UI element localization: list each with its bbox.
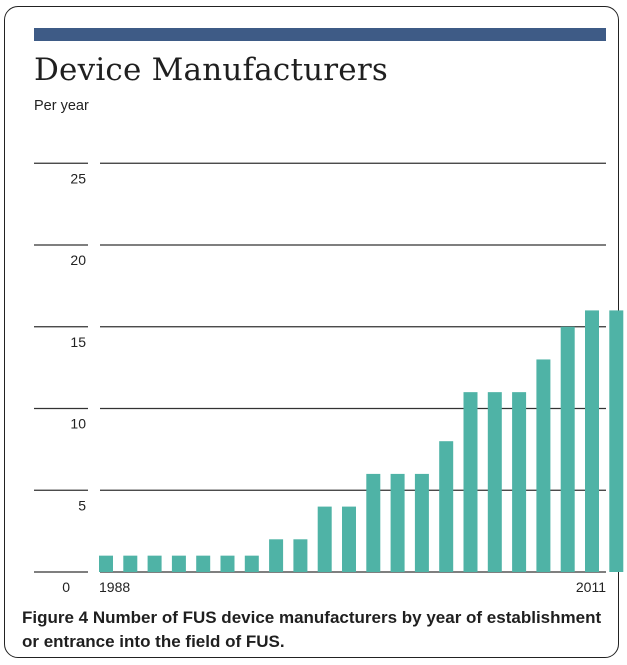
bar: [99, 555, 113, 572]
bar: [317, 506, 332, 572]
y-tick-label: 10: [70, 416, 86, 432]
figure-caption: Figure 4 Number of FUS device manufactur…: [22, 606, 612, 654]
y-tick-label: 5: [78, 497, 86, 513]
bar: [220, 555, 235, 572]
y-tick-label: 0: [62, 579, 70, 595]
y-tick-label: 15: [70, 334, 86, 350]
bar: [609, 310, 624, 572]
caption-label: Figure 4: [22, 608, 89, 627]
bar: [366, 473, 381, 572]
bar: [512, 392, 527, 572]
bar: [171, 555, 186, 572]
x-tick-label: 2011: [576, 579, 606, 595]
bar: [414, 473, 429, 572]
y-tick-label: 20: [70, 252, 86, 268]
bar: [123, 555, 138, 572]
bar: [536, 359, 551, 572]
bar: [269, 539, 284, 572]
bar: [196, 555, 211, 572]
bar-chart: 0 5 10 15 20 25 1988 2011: [34, 162, 624, 595]
bar: [585, 310, 599, 572]
y-axis-label: Per year: [34, 98, 89, 114]
x-tick-label: 1988: [99, 579, 130, 595]
bar: [147, 555, 162, 572]
y-tick-label: 25: [70, 170, 86, 186]
bar: [342, 506, 356, 572]
bar: [487, 392, 502, 572]
bar: [439, 441, 454, 572]
chart-title: Device Manufacturers: [34, 52, 388, 88]
bar: [463, 392, 478, 572]
bar: [293, 539, 308, 572]
bar: [244, 555, 259, 572]
header-bar: [34, 28, 606, 41]
bar: [390, 473, 405, 572]
bar: [560, 326, 575, 572]
caption-text: Number of FUS device manufacturers by ye…: [22, 608, 602, 651]
